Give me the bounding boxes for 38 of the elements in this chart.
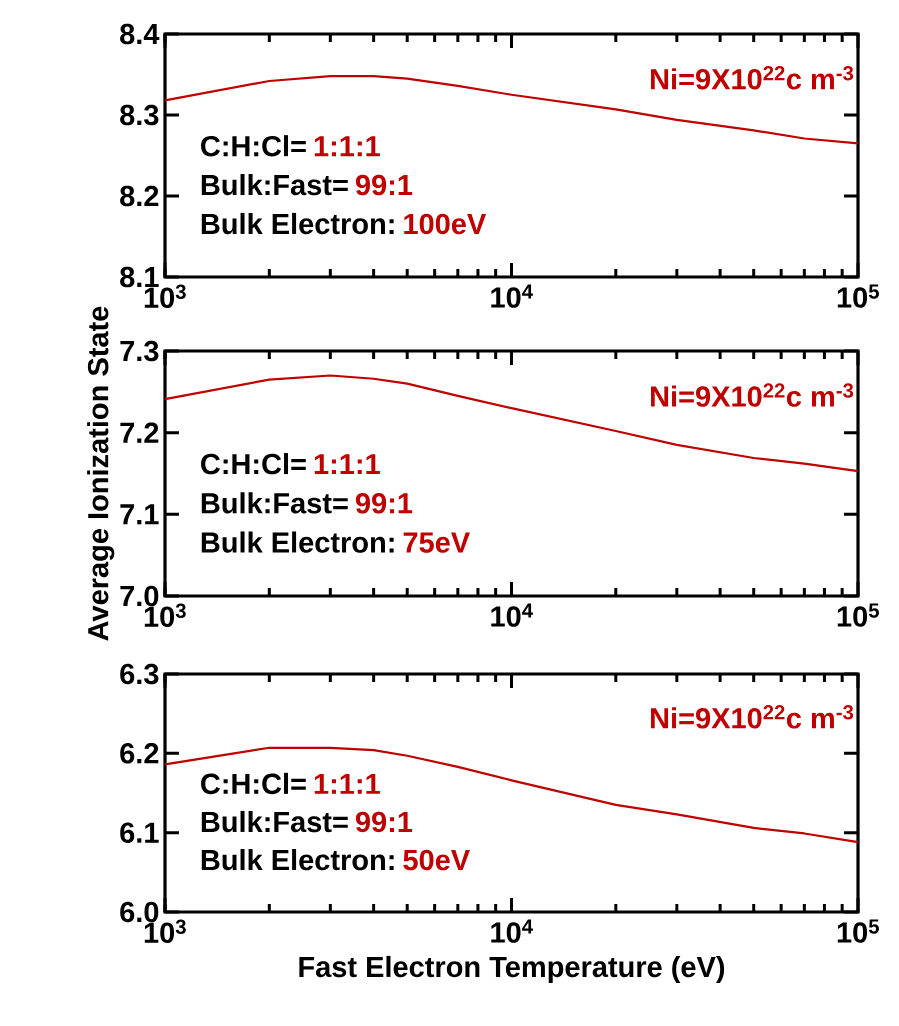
y-tick-label: 8.3 bbox=[120, 104, 159, 126]
annotation: Ni=9X10$^{22}$c m$^{-3}$ bbox=[651, 66, 854, 90]
annotation: C:H:Cl= bbox=[201, 772, 306, 795]
annotation: 99:1 bbox=[355, 811, 413, 833]
annotation: C:H:Cl= bbox=[201, 135, 306, 157]
y-axis-title: Average Ionization State bbox=[87, 306, 115, 641]
y-tick-label: 6.3 bbox=[120, 663, 159, 685]
x-tick-label: 10$^{4}$ bbox=[491, 603, 533, 627]
y-tick-label: 6.1 bbox=[120, 822, 159, 843]
annotation: 99:1 bbox=[355, 493, 413, 514]
annotation: Bulk Electron: bbox=[201, 848, 394, 871]
y-tick-label: 8.4 bbox=[120, 23, 160, 45]
annotation: Bulk:Fast= bbox=[201, 492, 348, 514]
x-tick-label: 10$^{5}$ bbox=[837, 603, 879, 627]
annotation: Bulk:Fast= bbox=[201, 810, 348, 833]
y-tick-label: 7.2 bbox=[120, 422, 159, 443]
y-tick-label: 6.2 bbox=[120, 743, 159, 764]
annotation: 100eV bbox=[404, 213, 487, 235]
x-tick-label: 10$^{4}$ bbox=[491, 284, 533, 308]
y-tick-label: 8.2 bbox=[120, 185, 159, 207]
x-tick-label: 10$^{4}$ bbox=[491, 919, 533, 943]
y-tick-label: 7.1 bbox=[120, 504, 159, 525]
annotation: 1:1:1 bbox=[314, 773, 380, 794]
annotation: 75eV bbox=[403, 532, 470, 553]
annotation: C:H:Cl= bbox=[201, 453, 306, 475]
annotation: 1:1:1 bbox=[314, 454, 380, 475]
x-tick-label: 10$^{5}$ bbox=[837, 919, 879, 943]
annotation: 1:1:1 bbox=[314, 136, 380, 157]
annotation: Bulk Electron: bbox=[201, 531, 394, 553]
y-tick-label: 7.3 bbox=[120, 340, 159, 362]
annotation: Ni=9X10$^{22}$c m$^{-3}$ bbox=[651, 705, 854, 729]
annotation: 50eV bbox=[403, 849, 470, 871]
annotation: Bulk Electron: bbox=[201, 212, 394, 235]
annotation: Bulk:Fast= bbox=[201, 174, 348, 196]
x-tick-label: 10$^{5}$ bbox=[837, 284, 879, 308]
annotation: 99:1 bbox=[355, 174, 413, 196]
annotation: Ni=9X10$^{22}$c m$^{-3}$ bbox=[651, 383, 854, 407]
x-axis-title: Fast Electron Temperature (eV) bbox=[299, 955, 725, 983]
